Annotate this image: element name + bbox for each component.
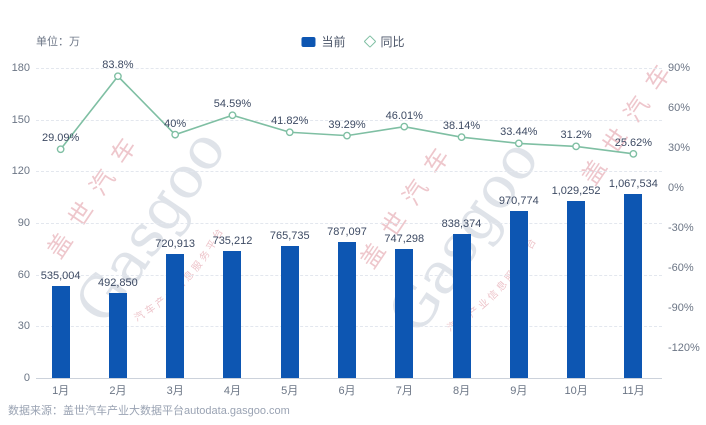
x-axis-category-label: 3月: [166, 385, 184, 397]
line-point-label: 25.62%: [614, 136, 653, 149]
bar-value-label: 765,735: [269, 230, 310, 243]
line-point[interactable]: [56, 145, 65, 154]
bar-value-label: 970,774: [498, 194, 539, 207]
line-point[interactable]: [171, 130, 180, 139]
h-gridline: [36, 171, 662, 173]
line-point-label: 38.14%: [442, 120, 481, 133]
legend-label: 当前: [321, 35, 346, 49]
bar-value-label: 535,004: [40, 269, 81, 282]
right-axis-tick-label: -120%: [668, 342, 700, 354]
line-point[interactable]: [343, 131, 351, 140]
bar-value-label: 492,850: [98, 277, 138, 290]
bar[interactable]: [509, 210, 528, 378]
x-axis-category-label: 11月: [622, 385, 645, 397]
left-axis-tick-label: 150: [11, 113, 30, 126]
line-point-label: 31.2%: [560, 129, 592, 142]
line-point-label: 83.8%: [102, 59, 134, 72]
line-point-label: 46.01%: [385, 109, 423, 122]
data-source-note: 数据来源：盖世汽车产业大数据平台autodata.gasgoo.com: [8, 405, 290, 417]
line-point-label: 41.82%: [271, 115, 309, 128]
right-axis-tick-label: -30%: [668, 222, 694, 234]
line-point[interactable]: [457, 133, 466, 142]
h-gridline: [36, 223, 662, 224]
line-point[interactable]: [400, 122, 409, 131]
left-axis-tick-label: 120: [11, 165, 30, 178]
line-path: [60, 75, 634, 155]
x-axis-category-label: 9月: [510, 385, 528, 397]
left-axis-tick-label: 90: [17, 217, 30, 229]
bar[interactable]: [338, 242, 356, 378]
line-point[interactable]: [629, 149, 638, 158]
bar-value-label: 747,298: [384, 233, 425, 246]
bar[interactable]: [395, 249, 414, 378]
x-axis-line: [36, 378, 662, 379]
bar[interactable]: [567, 200, 586, 378]
line-point-label: 39.29%: [328, 118, 366, 131]
line-point[interactable]: [285, 128, 294, 137]
watermark-brand-text: Gasgoo: [61, 117, 239, 335]
bar-value-label: 787,097: [327, 226, 367, 239]
x-axis-category-label: 8月: [452, 385, 471, 397]
unit-label: 单位：万: [36, 36, 80, 48]
bar-series-marker-icon: [301, 36, 316, 47]
legend-item-current[interactable]: 当前: [301, 33, 346, 50]
bar[interactable]: [223, 251, 242, 378]
bar[interactable]: [624, 194, 643, 378]
line-point[interactable]: [514, 139, 523, 148]
bar[interactable]: [452, 233, 471, 378]
line-point[interactable]: [572, 142, 580, 151]
bar[interactable]: [280, 246, 299, 378]
bar-value-label: 735,212: [212, 235, 253, 248]
line-point-label: 29.09%: [41, 132, 80, 145]
x-axis-category-label: 6月: [338, 385, 356, 397]
x-axis-category-label: 1月: [52, 385, 70, 397]
diamond-marker-icon: [363, 35, 377, 48]
bar-value-label: 720,913: [155, 237, 196, 250]
bar-value-label: 1,029,252: [551, 184, 601, 197]
h-gridline: [36, 68, 662, 69]
line-point-label: 40%: [164, 117, 187, 130]
left-axis-tick-label: 0: [23, 372, 30, 384]
x-axis-category-label: 2月: [109, 385, 127, 397]
chart-legend: 当前 同比: [301, 33, 405, 50]
right-axis-tick-label: 30%: [668, 142, 691, 154]
right-axis-tick-label: 0%: [668, 182, 684, 194]
bar[interactable]: [51, 285, 70, 378]
x-axis-category-label: 10月: [564, 385, 588, 397]
x-axis-category-label: 5月: [281, 385, 299, 397]
bar[interactable]: [108, 293, 127, 378]
left-axis-tick-label: 60: [17, 268, 30, 281]
x-axis-category-label: 7月: [395, 385, 413, 397]
left-axis-tick-label: 30: [17, 320, 30, 333]
bar-value-label: 838,374: [441, 217, 482, 230]
legend-item-yoy[interactable]: 同比: [363, 33, 405, 50]
bar-value-label: 1,067,534: [608, 178, 658, 191]
legend-label: 同比: [380, 35, 405, 49]
right-axis-tick-label: 90%: [668, 62, 691, 74]
line-point[interactable]: [228, 111, 237, 120]
left-axis-tick-label: 180: [11, 62, 30, 74]
line-point-label: 33.44%: [500, 126, 538, 139]
line-point-label: 54.59%: [213, 98, 252, 111]
right-axis-tick-label: 60%: [668, 102, 691, 114]
x-axis-category-label: 4月: [223, 385, 242, 397]
right-axis-tick-label: -60%: [668, 262, 694, 274]
right-axis-tick-label: -90%: [668, 302, 694, 314]
bar[interactable]: [166, 253, 185, 378]
line-point[interactable]: [114, 72, 122, 81]
